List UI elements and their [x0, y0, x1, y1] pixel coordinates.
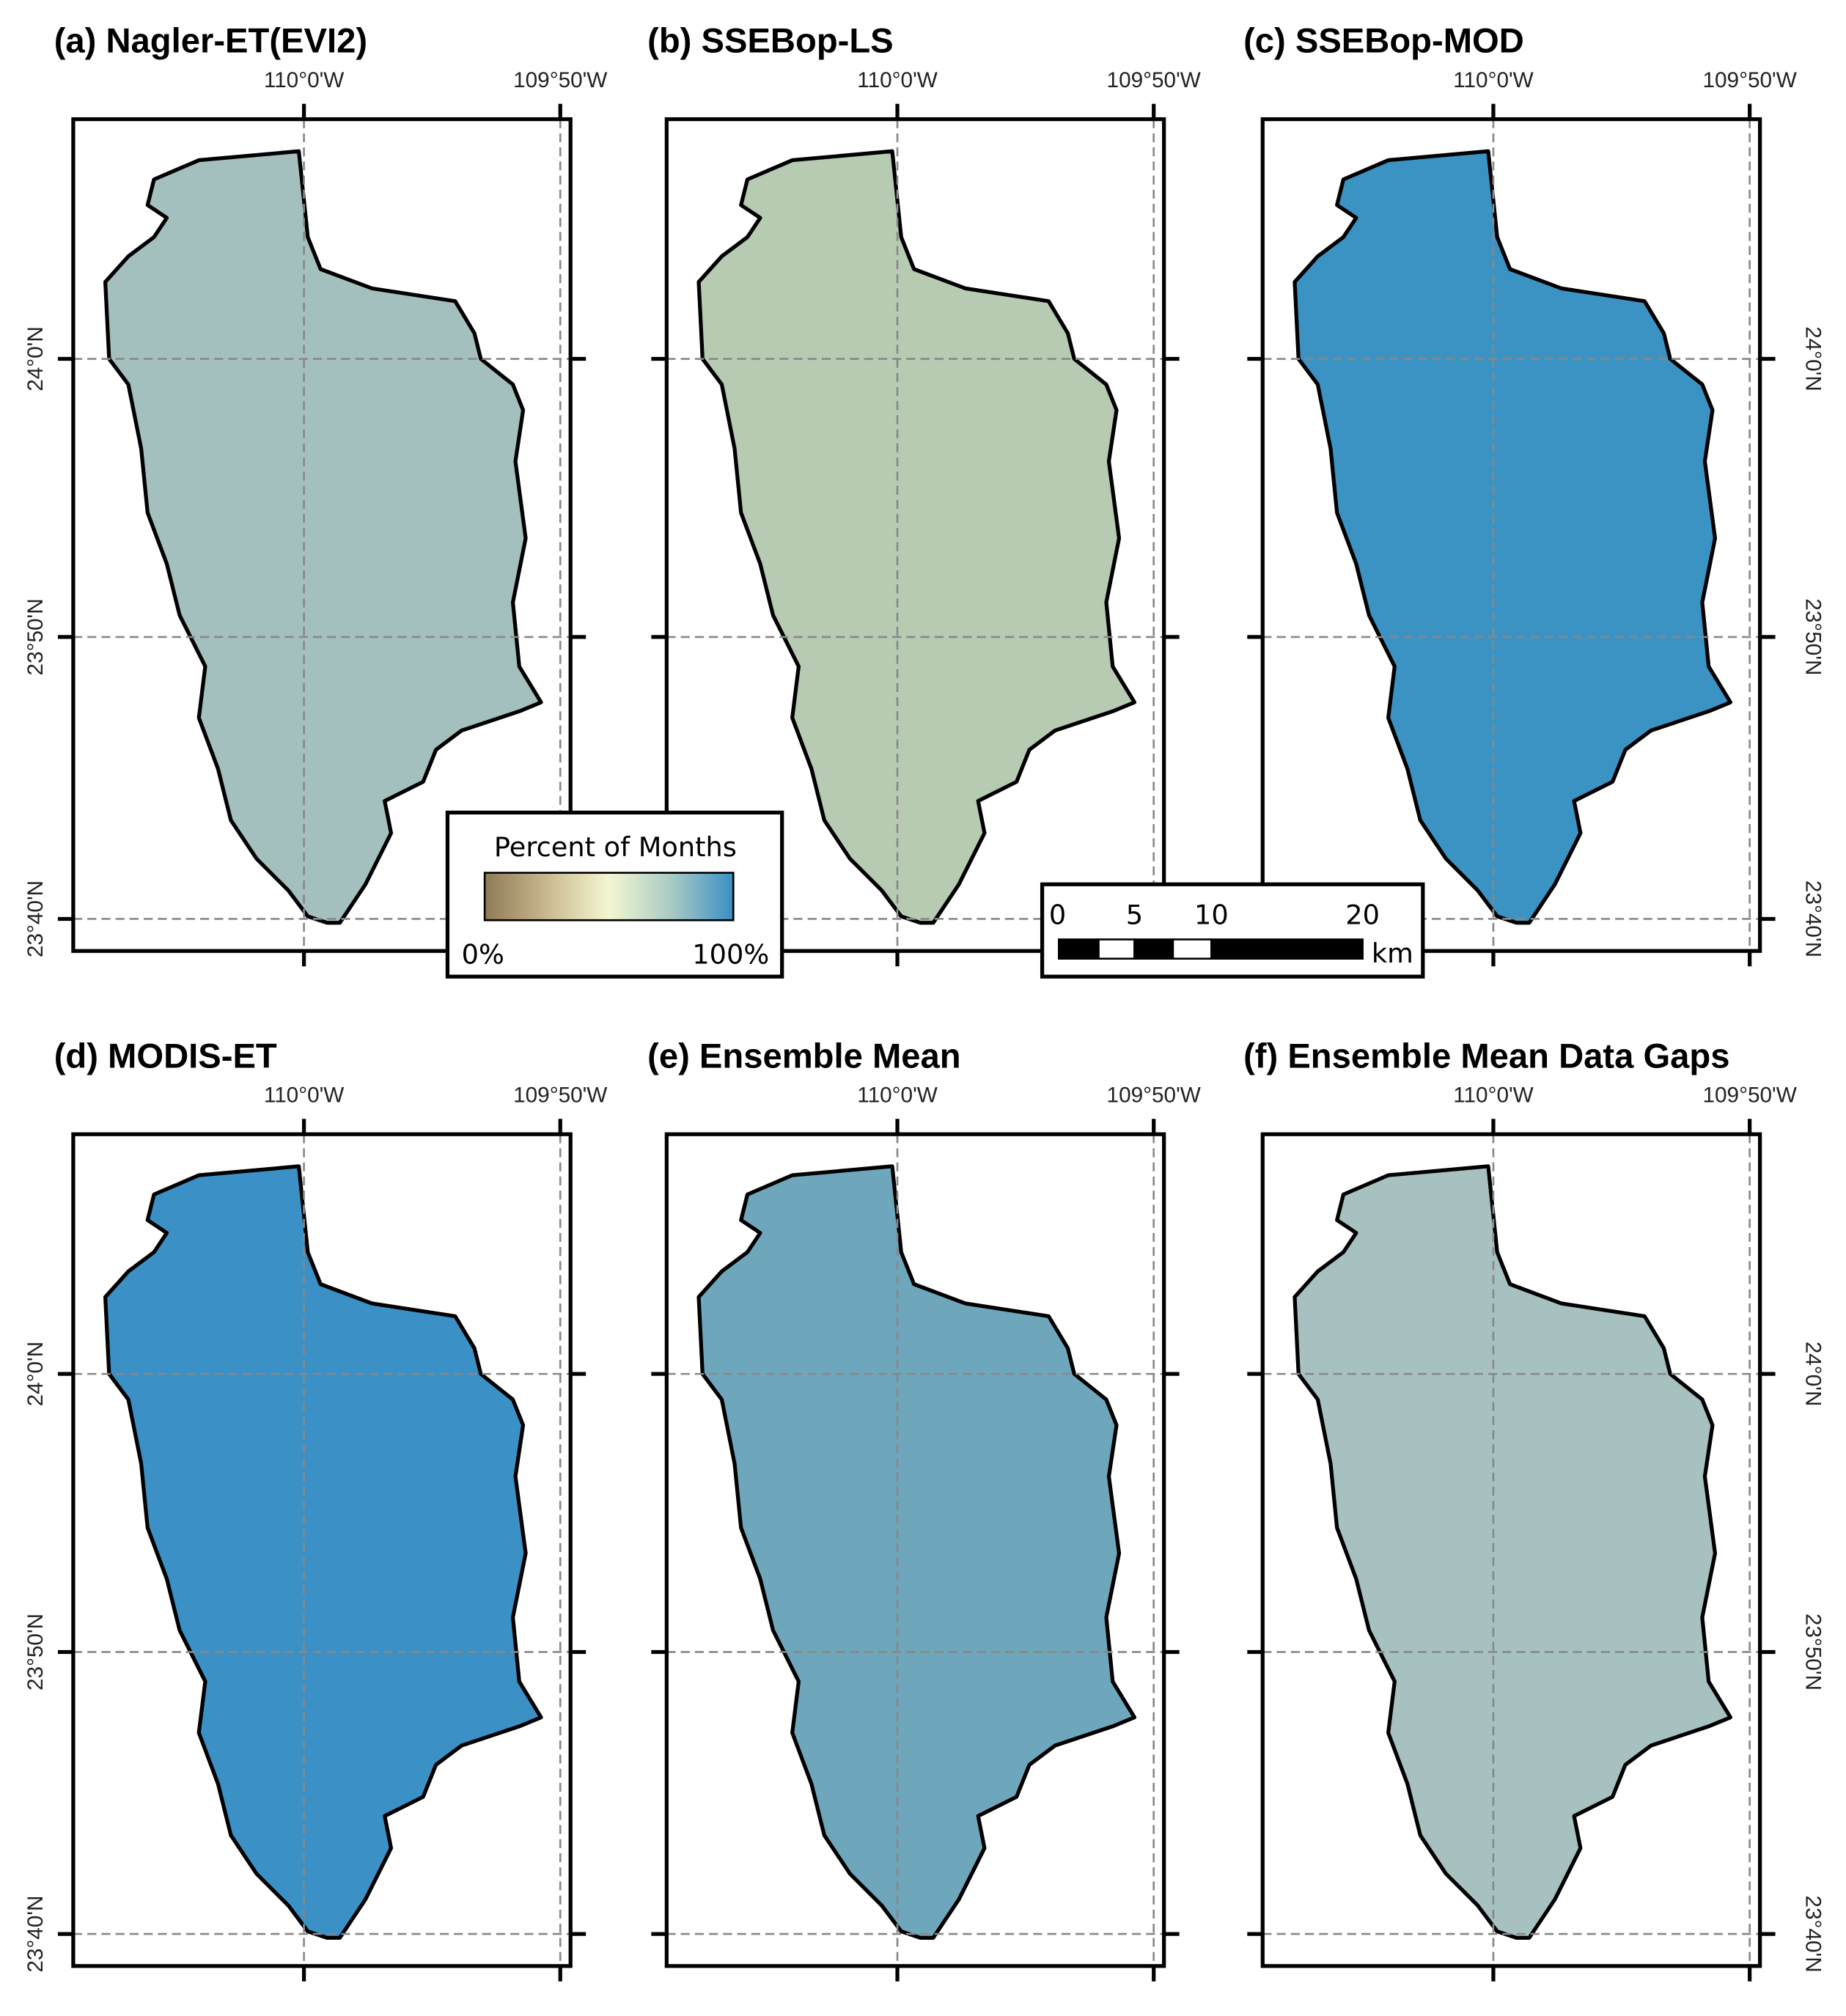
- legend-title: Percent of Months: [494, 831, 737, 863]
- lon-label: 109°50'W: [1702, 68, 1796, 92]
- map-frame: [71, 117, 573, 953]
- map-frame: [1260, 1132, 1762, 1968]
- lat-label: 23°50'N: [23, 598, 48, 675]
- panel-title: (c) SSEBop-MOD: [1243, 22, 1524, 61]
- basin: [103, 149, 543, 925]
- lat-label: 24°0'N: [23, 1342, 48, 1407]
- scale-label: 0: [1049, 899, 1066, 930]
- lat-label: 23°50'N: [1801, 598, 1825, 675]
- lat-label: 23°50'N: [1801, 1614, 1825, 1691]
- scale-segment: [1172, 938, 1213, 960]
- scale-label: 10: [1194, 899, 1229, 930]
- lon-label: 110°0'W: [1453, 68, 1534, 92]
- lon-label: 110°0'W: [857, 68, 938, 92]
- map-panel: (e) Ensemble Mean 110°0'W 109°50'W: [647, 1037, 1201, 1982]
- legend-ramp: [483, 872, 735, 921]
- basin: [1292, 149, 1733, 925]
- lon-label: 110°0'W: [264, 1083, 345, 1107]
- lon-label: 109°50'W: [1107, 1083, 1201, 1107]
- scale-segment: [1133, 938, 1174, 960]
- lon-label: 110°0'W: [857, 1083, 938, 1107]
- lat-label: 23°40'N: [23, 880, 48, 957]
- map-panel: (f) Ensemble Mean Data Gaps 110°0'W 109°50…: [1243, 1037, 1825, 1982]
- basin: [696, 1164, 1137, 1940]
- panel-title: (b) SSEBop-LS: [647, 22, 894, 61]
- lon-label: 109°50'W: [1702, 1083, 1796, 1107]
- scale-unit: km: [1372, 938, 1413, 969]
- scale-segment: [1058, 938, 1100, 960]
- map-panel: (d) MODIS-ET 110°0'W 109°50'W 24°0'N 23°50'N…: [23, 1037, 607, 1982]
- panel-title: (e) Ensemble Mean: [647, 1037, 960, 1075]
- scale-segment: [1210, 938, 1364, 960]
- map-frame: [1260, 117, 1762, 953]
- lat-label: 24°0'N: [23, 326, 48, 391]
- map-frame: [664, 1132, 1166, 1968]
- lat-label: 23°40'N: [1801, 1896, 1825, 1973]
- map-panel: (c) SSEBop-MOD 110°0'W 109°50'W 24°0'N 23°50…: [1243, 22, 1825, 967]
- scale-label: 20: [1345, 899, 1380, 930]
- map-frame: [71, 1132, 573, 1968]
- lat-label: 24°0'N: [1801, 1342, 1825, 1407]
- scale-segment: [1097, 938, 1136, 960]
- basin: [103, 1164, 543, 1940]
- lon-label: 110°0'W: [1453, 1083, 1534, 1107]
- panel-title: (f) Ensemble Mean Data Gaps: [1243, 1037, 1729, 1075]
- lat-label: 23°40'N: [1801, 880, 1825, 957]
- lat-label: 24°0'N: [1801, 326, 1825, 391]
- scale-box: [1040, 882, 1425, 979]
- legend-max: 100%: [692, 939, 769, 971]
- lon-label: 109°50'W: [513, 1083, 607, 1107]
- map-panel: (a) Nagler-ET(EVI2) 110°0'W 109°50'W 24°0'N…: [23, 22, 607, 967]
- map-frame: [664, 117, 1166, 953]
- basin: [696, 149, 1137, 925]
- lat-label: 23°50'N: [23, 1614, 48, 1691]
- panel-title: (d) MODIS-ET: [54, 1037, 277, 1075]
- lat-label: 23°40'N: [23, 1896, 48, 1973]
- legend-min: 0%: [462, 939, 504, 971]
- lon-label: 109°50'W: [1107, 68, 1201, 92]
- basin: [1292, 1164, 1733, 1940]
- scale-label: 5: [1126, 899, 1143, 930]
- lon-label: 110°0'W: [264, 68, 345, 92]
- lon-label: 109°50'W: [513, 68, 607, 92]
- panel-title: (a) Nagler-ET(EVI2): [54, 22, 367, 61]
